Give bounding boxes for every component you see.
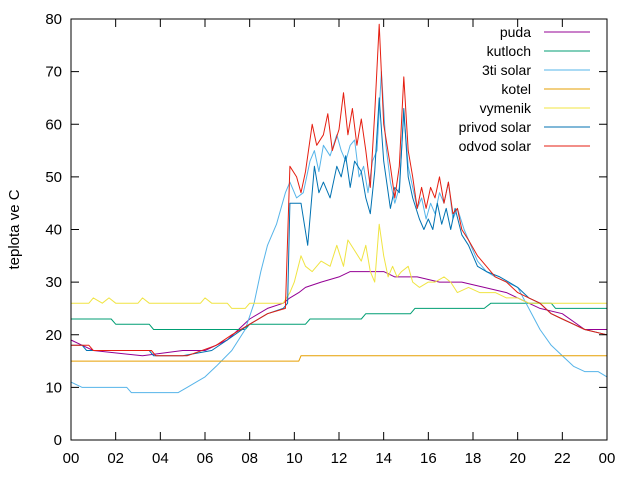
series-line-privod-solar (71, 97, 608, 357)
legend-label: puda (500, 24, 531, 40)
x-tick-label: 00 (599, 450, 616, 467)
series-line-kutloch (71, 302, 607, 330)
series-line-puda (70, 271, 607, 357)
x-tick-label: 08 (241, 450, 258, 467)
plot-series (70, 23, 608, 394)
legend-label: kotel (501, 81, 531, 97)
y-tick-label: 10 (45, 379, 62, 396)
x-tick-label: 00 (63, 450, 80, 467)
y-tick-label: 80 (45, 11, 62, 28)
y-tick-label: 30 (45, 274, 62, 291)
x-tick-label: 12 (331, 450, 348, 467)
series-line-vymenik (71, 223, 607, 309)
x-tick-label: 04 (152, 450, 169, 467)
axis-ticks: 00 02 04 06 08 10 12 14 16 18 20 22 0001020304050607… (45, 11, 615, 467)
x-tick-label: 18 (465, 450, 482, 467)
legend-label: kutloch (487, 43, 531, 59)
y-tick-label: 0 (54, 432, 62, 449)
x-tick-label: 06 (197, 450, 214, 467)
y-tick-label: 60 (45, 116, 62, 133)
x-tick-label: 22 (554, 450, 571, 467)
y-tick-label: 50 (45, 169, 62, 186)
x-tick-label: 14 (375, 450, 392, 467)
y-tick-label: 20 (45, 327, 62, 344)
x-tick-label: 10 (286, 450, 303, 467)
legend-label: 3ti solar (482, 62, 531, 78)
x-tick-label: 02 (107, 450, 124, 467)
x-tick-label: 16 (420, 450, 437, 467)
y-tick-label: 70 (45, 64, 62, 81)
y-tick-label: 40 (45, 222, 62, 239)
legend-label: vymenik (480, 100, 532, 116)
legend: puda kutloch 3ti solar kotel vymenik privod s… (459, 24, 590, 154)
series-line-odvod-solar (71, 23, 608, 357)
y-axis-title: teplota ve C (6, 189, 23, 269)
legend-label: odvod solar (459, 138, 532, 154)
series-line-kotel (71, 355, 607, 362)
x-tick-label: 20 (509, 450, 526, 467)
legend-label: privod solar (459, 119, 532, 135)
